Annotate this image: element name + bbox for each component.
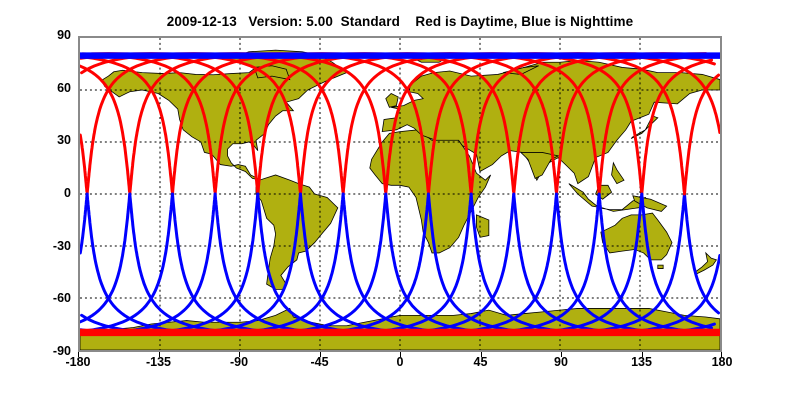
y-tick-label: 0 — [64, 186, 71, 200]
x-tick-label: 45 — [473, 355, 488, 369]
daytime-track — [90, 52, 259, 193]
x-tick-mark — [480, 352, 482, 357]
daytime-track — [426, 52, 720, 196]
x-tick-mark — [158, 352, 160, 357]
landmass — [385, 93, 399, 108]
landmass — [694, 251, 718, 275]
daytime-track — [80, 133, 89, 193]
nighttime-track — [80, 192, 132, 324]
nighttime-track — [90, 192, 260, 336]
daytime-track — [640, 58, 714, 196]
x-tick-mark — [641, 352, 643, 357]
map-canvas — [80, 38, 720, 350]
daytime-track — [554, 52, 708, 196]
x-tick-mark — [721, 352, 722, 357]
daytime-track — [81, 55, 174, 193]
landmass — [657, 264, 664, 269]
nighttime-track — [81, 192, 174, 333]
nighttime-track — [597, 192, 718, 336]
x-tick-mark — [239, 352, 240, 357]
y-tick-label: 90 — [57, 28, 71, 42]
y-tick-label: -30 — [52, 238, 71, 253]
x-tick-label: -90 — [229, 355, 249, 369]
ground-tracks — [80, 52, 720, 337]
daytime-track — [597, 52, 718, 196]
y-tick-label: 30 — [57, 133, 71, 148]
landmass — [519, 152, 560, 179]
x-tick-label: 0 — [396, 355, 404, 369]
x-tick-mark — [319, 352, 321, 357]
nighttime-track — [80, 192, 89, 255]
nighttime-track — [554, 192, 708, 336]
y-tick-label: -90 — [52, 344, 71, 358]
chart-title: 2009-12-13 Version: 5.00 Standard Red is… — [166, 14, 634, 29]
x-tick-mark — [78, 352, 79, 357]
nighttime-track — [80, 192, 302, 336]
nighttime-track — [682, 192, 720, 315]
y-tick-label: 60 — [57, 80, 71, 95]
x-tick-mark — [561, 352, 562, 357]
landmass — [611, 161, 625, 185]
x-tick-label: -180 — [65, 355, 91, 369]
x-tick-mark — [400, 352, 401, 357]
x-tick-label: 90 — [554, 355, 568, 369]
nighttime-track — [512, 192, 712, 336]
daytime-track — [80, 52, 217, 193]
plot-area — [78, 36, 722, 352]
daytime-track — [80, 52, 302, 193]
gridlines — [80, 38, 720, 350]
y-tick-label: -60 — [52, 291, 71, 306]
x-tick-label: -135 — [145, 355, 172, 369]
nighttime-track — [640, 192, 714, 330]
x-tick-label: 180 — [711, 355, 733, 369]
x-tick-label: -45 — [310, 355, 329, 369]
daytime-track — [512, 52, 712, 196]
x-tick-label: 135 — [631, 355, 652, 369]
nighttime-track — [426, 192, 720, 336]
daytime-track — [80, 64, 131, 193]
daytime-track — [682, 73, 720, 196]
